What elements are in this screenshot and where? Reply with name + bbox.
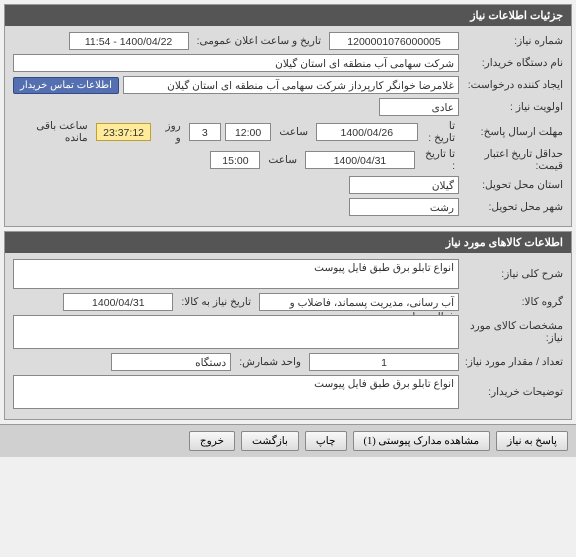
print-button[interactable]: چاپ: [305, 431, 347, 451]
action-button-bar: پاسخ به نیاز مشاهده مدارک پیوستی (1) چاپ…: [0, 424, 576, 457]
buyer-note-value: انواع تابلو برق طبق فایل پیوست: [13, 375, 459, 409]
priority-value: عادی: [379, 98, 459, 116]
respond-button[interactable]: پاسخ به نیاز: [496, 431, 568, 451]
min-price-date: 1400/04/31: [305, 151, 415, 169]
unit-label: واحد شمارش:: [235, 356, 305, 368]
deadline-label: مهلت ارسال پاسخ:: [463, 126, 563, 138]
min-price-time: 15:00: [210, 151, 260, 169]
province-value: گیلان: [349, 176, 459, 194]
group-value: آب رسانی، مدیریت پسماند، فاضلاب و فعالیت…: [259, 293, 459, 311]
view-attachments-button[interactable]: مشاهده مدارک پیوستی (1): [353, 431, 491, 451]
until-label-2: تا تاریخ :: [419, 148, 459, 172]
deadline-date: 1400/04/26: [316, 123, 418, 141]
qty-value: 1: [309, 353, 459, 371]
creator-value: غلامرضا خوانگر کارپرداز شرکت سهامی آب من…: [123, 76, 459, 94]
city-value: رشت: [349, 198, 459, 216]
until-label-1: تا تاریخ :: [422, 120, 459, 144]
time-label-1: ساعت: [275, 126, 312, 138]
buyer-org-value: شرکت سهامی آب منطقه ای استان گیلان: [13, 54, 459, 72]
need-details-panel: جزئیات اطلاعات نیاز شماره نیاز: 12000010…: [4, 4, 572, 227]
panel1-header: جزئیات اطلاعات نیاز: [5, 5, 571, 26]
spec-value: [13, 315, 459, 349]
contact-buyer-button[interactable]: اطلاعات تماس خریدار: [13, 77, 119, 94]
min-price-label: حداقل تاریخ اعتبار قیمت:: [463, 148, 563, 172]
panel2-header: اطلاعات کالاهای مورد نیاز: [5, 232, 571, 253]
deadline-time: 12:00: [225, 123, 272, 141]
need-date-label: تاریخ نیاز به کالا:: [177, 296, 255, 308]
city-label: شهر محل تحویل:: [463, 201, 563, 213]
province-label: استان محل تحویل:: [463, 179, 563, 191]
panel1-body: شماره نیاز: 1200001076000005 تاریخ و ساع…: [5, 26, 571, 226]
buyer-note-label: توضیحات خریدار:: [463, 386, 563, 398]
unit-value: دستگاه: [111, 353, 231, 371]
announce-label: تاریخ و ساعت اعلان عمومی:: [193, 35, 325, 47]
goods-info-panel: اطلاعات کالاهای مورد نیاز شرح کلی نیاز: …: [4, 231, 572, 420]
need-number-label: شماره نیاز:: [463, 35, 563, 47]
countdown-timer: 23:37:12: [96, 123, 152, 141]
remaining-label: ساعت باقی مانده: [13, 120, 92, 144]
days-remaining: 3: [189, 123, 221, 141]
buyer-org-label: نام دستگاه خریدار:: [463, 57, 563, 69]
time-label-2: ساعت: [264, 154, 301, 166]
priority-label: اولویت نیاز :: [463, 101, 563, 113]
announce-value: 1400/04/22 - 11:54: [69, 32, 189, 50]
desc-label: شرح کلی نیاز:: [463, 268, 563, 280]
need-date-value: 1400/04/31: [63, 293, 173, 311]
desc-value: انواع تابلو برق طبق فایل پیوست: [13, 259, 459, 289]
group-label: گروه کالا:: [463, 296, 563, 308]
back-button[interactable]: بازگشت: [241, 431, 299, 451]
need-number-value: 1200001076000005: [329, 32, 459, 50]
creator-label: ایجاد کننده درخواست:: [463, 79, 563, 91]
spec-label: مشخصات کالای مورد نیاز:: [463, 320, 563, 344]
qty-label: تعداد / مقدار مورد نیاز:: [463, 356, 563, 368]
exit-button[interactable]: خروج: [189, 431, 235, 451]
panel2-body: شرح کلی نیاز: انواع تابلو برق طبق فایل پ…: [5, 253, 571, 419]
days-label: روز و: [155, 120, 184, 144]
